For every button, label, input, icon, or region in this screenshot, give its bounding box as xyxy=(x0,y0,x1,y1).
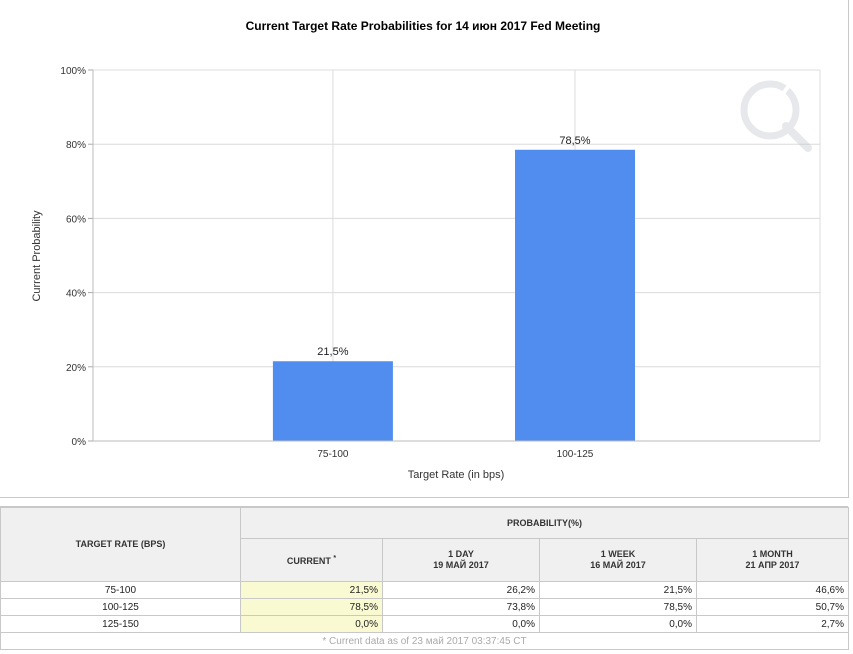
column-header-label: 1 WEEK xyxy=(600,549,636,559)
probability-cell: 73,8% xyxy=(382,598,540,616)
column-header-0: CURRENT * xyxy=(240,538,383,582)
rate-cell: 75-100 xyxy=(0,581,241,599)
chart-panel: Current Target Rate Probabilities for 14… xyxy=(0,0,849,498)
x-axis-label: Target Rate (in bps) xyxy=(408,469,505,481)
column-header-label: CURRENT xyxy=(286,556,331,566)
table-row: 125-150 0,0% 0,0% 0,0% 2,7% xyxy=(0,615,849,633)
y-tick-label: 20% xyxy=(66,363,86,374)
y-tick-label: 100% xyxy=(60,66,86,77)
probability-cell: 46,6% xyxy=(696,581,849,599)
probability-cell: 0,0% xyxy=(240,615,383,633)
x-tick-label: 75-100 xyxy=(317,449,349,460)
y-axis-ticks: 0% 20% 40% 60% 80% 100% xyxy=(60,66,93,448)
rate-cell: 125-150 xyxy=(0,615,241,633)
y-tick-label: 60% xyxy=(66,214,86,225)
asterisk-mark: * xyxy=(333,555,337,562)
probability-cell: 0,0% xyxy=(539,615,697,633)
probability-table-panel: TARGET RATE (BPS) PROBABILITY(%) CURRENT… xyxy=(0,506,849,650)
bar-100-125[interactable] xyxy=(515,149,636,441)
target-rate-header: TARGET RATE (BPS) xyxy=(0,507,241,582)
x-tick-label: 100-125 xyxy=(557,449,594,460)
probability-cell: 78,5% xyxy=(539,598,697,616)
x-axis-ticks: 75-100 100-125 xyxy=(317,449,593,460)
column-header-date: 16 МАЙ 2017 xyxy=(590,560,646,570)
probability-table: TARGET RATE (BPS) PROBABILITY(%) CURRENT… xyxy=(0,507,849,650)
rate-cell: 100-125 xyxy=(0,598,241,616)
probability-cell: 21,5% xyxy=(539,581,697,599)
data-label: 21,5% xyxy=(317,346,348,358)
probability-cell: 78,5% xyxy=(240,598,383,616)
column-header-3: 1 MONTH 21 АПР 2017 xyxy=(696,538,849,582)
chart-title: Current Target Rate Probabilities for 14… xyxy=(246,19,601,33)
column-header-1: 1 DAY 19 МАЙ 2017 xyxy=(382,538,540,582)
y-tick-label: 40% xyxy=(66,289,86,300)
gridlines xyxy=(93,69,821,442)
bar-75-100[interactable] xyxy=(272,361,393,441)
y-axis-label: Current Probability xyxy=(31,210,43,302)
probability-cell: 50,7% xyxy=(696,598,849,616)
probability-cell: 21,5% xyxy=(240,581,383,599)
column-header-2: 1 WEEK 16 МАЙ 2017 xyxy=(539,538,697,582)
table-row: 75-100 21,5% 26,2% 21,5% 46,6% xyxy=(0,581,849,599)
probability-header: PROBABILITY(%) xyxy=(240,507,849,539)
bar-chart: Current Target Rate Probabilities for 14… xyxy=(31,19,821,481)
y-tick-label: 80% xyxy=(66,140,86,151)
column-header-label: 1 MONTH xyxy=(752,549,793,559)
watermark-logo xyxy=(740,80,812,152)
table-row: 100-125 78,5% 73,8% 78,5% 50,7% xyxy=(0,598,849,616)
y-tick-label: 0% xyxy=(72,437,87,448)
column-header-label: 1 DAY xyxy=(448,549,474,559)
probability-cell: 26,2% xyxy=(382,581,540,599)
footnote: * Current data as of 23 май 2017 03:37:4… xyxy=(0,632,849,650)
column-header-date: 19 МАЙ 2017 xyxy=(433,560,489,570)
probability-cell: 0,0% xyxy=(382,615,540,633)
bars: 21,5% 78,5% xyxy=(272,135,636,441)
data-label: 78,5% xyxy=(559,135,590,147)
column-header-date: 21 АПР 2017 xyxy=(745,560,800,570)
probability-cell: 2,7% xyxy=(696,615,849,633)
